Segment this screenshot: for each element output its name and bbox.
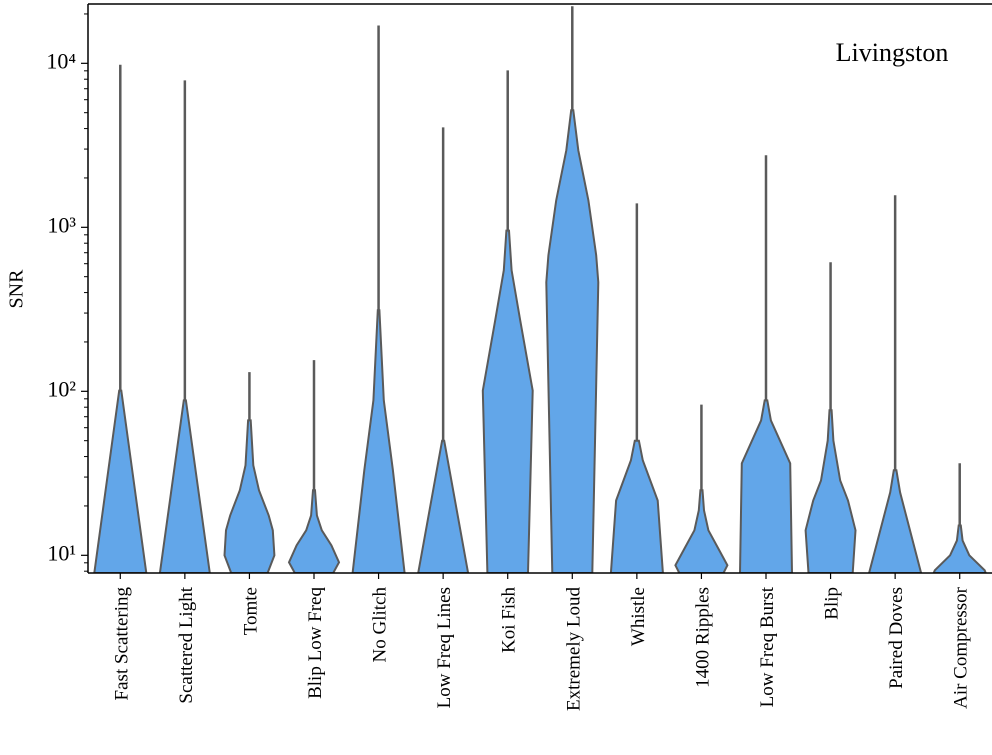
violin-body bbox=[609, 439, 664, 573]
x-tick-label: Extremely Loud bbox=[563, 587, 584, 711]
violin-body bbox=[223, 419, 276, 573]
y-tick-label: 10¹ bbox=[47, 540, 76, 565]
y-axis-label: SNR bbox=[6, 269, 28, 309]
violin-body bbox=[481, 229, 534, 573]
annotation: Livingston bbox=[836, 38, 949, 67]
violin-body bbox=[804, 409, 857, 573]
y-tick-label: 10⁴ bbox=[46, 48, 76, 73]
x-tick-label: 1400 Ripples bbox=[692, 587, 713, 688]
x-tick-label: Fast Scattering bbox=[111, 587, 132, 701]
violin-body bbox=[93, 389, 148, 573]
violin-body bbox=[738, 399, 794, 573]
violin-body bbox=[674, 489, 729, 573]
x-tick-label: Tomte bbox=[240, 587, 261, 635]
x-tick-label: Scattered Light bbox=[176, 586, 197, 703]
violin-body bbox=[545, 109, 600, 573]
x-tick-label: Air Compressor bbox=[951, 586, 972, 709]
x-tick-label: Low Freq Lines bbox=[434, 587, 455, 708]
x-tick-label: Paired Doves bbox=[886, 587, 907, 689]
x-tick-label: Blip bbox=[822, 587, 843, 620]
x-tick-label: Whistle bbox=[628, 587, 649, 646]
x-tick-label: No Glitch bbox=[370, 587, 391, 663]
violin-body bbox=[417, 439, 470, 573]
y-tick-label: 10² bbox=[47, 376, 76, 401]
y-tick-label: 10³ bbox=[47, 212, 76, 237]
x-tick-label: Blip Low Freq bbox=[305, 587, 326, 699]
violin-body bbox=[158, 399, 211, 573]
plot-area bbox=[93, 6, 987, 573]
x-tick-label: Koi Fish bbox=[499, 587, 520, 653]
violin-body bbox=[868, 469, 923, 573]
violin-body bbox=[351, 309, 406, 573]
x-tick-label: Low Freq Burst bbox=[757, 586, 778, 707]
violin-body bbox=[287, 489, 341, 573]
violin-body bbox=[932, 524, 987, 573]
